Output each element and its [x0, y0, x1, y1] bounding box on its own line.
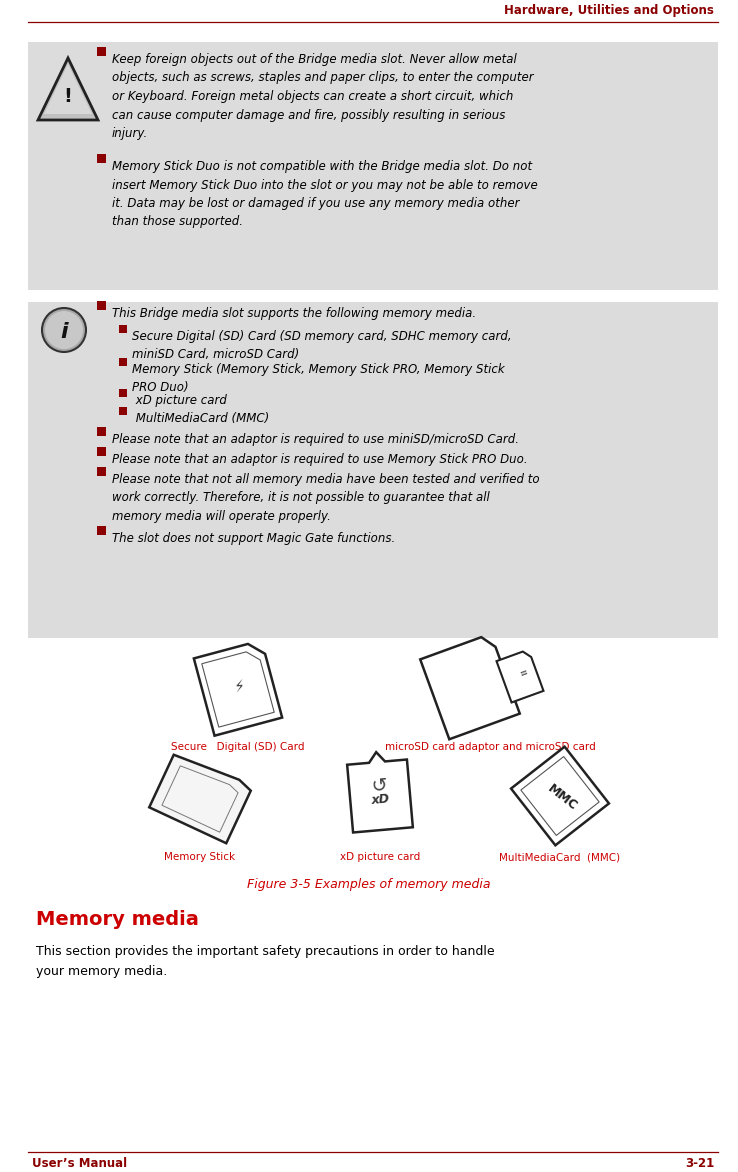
Bar: [28, 302, 718, 638]
Polygon shape: [194, 643, 282, 736]
Text: Please note that not all memory media have been tested and verified to
work corr: Please note that not all memory media ha…: [112, 473, 539, 523]
Text: Secure   Digital (SD) Card: Secure Digital (SD) Card: [171, 742, 305, 752]
Bar: [97, 47, 106, 56]
Bar: [28, 42, 718, 289]
Text: Memory Stick Duo is not compatible with the Bridge media slot. Do not
insert Mem: Memory Stick Duo is not compatible with …: [112, 161, 538, 229]
Polygon shape: [420, 638, 520, 740]
Text: The slot does not support Magic Gate functions.: The slot does not support Magic Gate fun…: [112, 532, 396, 545]
Bar: [97, 447, 106, 456]
Text: 3-21: 3-21: [685, 1157, 714, 1170]
Bar: [97, 427, 106, 436]
Polygon shape: [347, 752, 413, 832]
Text: User’s Manual: User’s Manual: [32, 1157, 127, 1170]
Text: This section provides the important safety precautions in order to handle
your m: This section provides the important safe…: [36, 945, 494, 977]
Text: Figure 3-5 Examples of memory media: Figure 3-5 Examples of memory media: [247, 878, 491, 891]
Polygon shape: [149, 755, 251, 843]
Text: MultiMediaCard (MMC): MultiMediaCard (MMC): [132, 413, 269, 425]
Text: ↺: ↺: [371, 776, 389, 796]
Polygon shape: [38, 57, 98, 120]
Text: !: !: [63, 87, 72, 105]
Bar: [119, 407, 127, 415]
Text: Memory Stick: Memory Stick: [165, 852, 235, 861]
Text: ⚡: ⚡: [233, 677, 247, 695]
Polygon shape: [497, 652, 543, 702]
Bar: [97, 526, 106, 534]
Circle shape: [45, 311, 83, 349]
Text: MMC: MMC: [545, 783, 579, 813]
Text: microSD card adaptor and microSD card: microSD card adaptor and microSD card: [384, 742, 596, 752]
Bar: [119, 357, 127, 366]
Text: i: i: [61, 322, 68, 342]
Text: xD picture card: xD picture card: [340, 852, 420, 861]
Polygon shape: [44, 64, 92, 114]
Text: Memory Stick (Memory Stick, Memory Stick PRO, Memory Stick
PRO Duo): Memory Stick (Memory Stick, Memory Stick…: [132, 363, 505, 394]
Circle shape: [42, 308, 86, 352]
Text: Keep foreign objects out of the Bridge media slot. Never allow metal
objects, su: Keep foreign objects out of the Bridge m…: [112, 53, 534, 139]
Text: Memory media: Memory media: [36, 909, 199, 929]
Text: xD: xD: [370, 792, 390, 808]
Text: Please note that an adaptor is required to use miniSD/microSD Card.: Please note that an adaptor is required …: [112, 432, 519, 447]
Bar: [97, 466, 106, 476]
Bar: [97, 154, 106, 163]
Text: Hardware, Utilities and Options: Hardware, Utilities and Options: [504, 4, 714, 18]
Bar: [119, 389, 127, 397]
Text: Secure Digital (SD) Card (SD memory card, SDHC memory card,
miniSD Card, microSD: Secure Digital (SD) Card (SD memory card…: [132, 331, 511, 361]
Bar: [119, 325, 127, 333]
Text: Please note that an adaptor is required to use Memory Stick PRO Duo.: Please note that an adaptor is required …: [112, 454, 528, 466]
Text: xD picture card: xD picture card: [132, 394, 227, 407]
Text: ≡: ≡: [519, 667, 530, 679]
Polygon shape: [511, 747, 609, 845]
Bar: [97, 301, 106, 311]
Text: MultiMediaCard  (MMC): MultiMediaCard (MMC): [500, 852, 621, 861]
Text: This Bridge media slot supports the following memory media.: This Bridge media slot supports the foll…: [112, 307, 476, 320]
